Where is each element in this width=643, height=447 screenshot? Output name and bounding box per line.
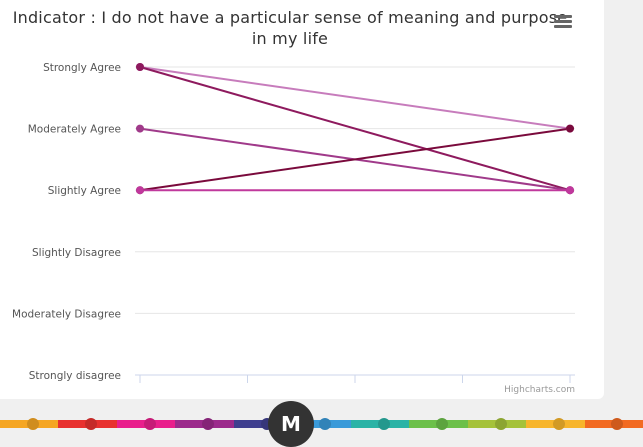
- footer-dot: [85, 418, 98, 430]
- footer-color-segment: [350, 418, 410, 430]
- y-tick-label: Moderately Disagree: [12, 308, 121, 320]
- series-point: [136, 124, 144, 133]
- footer-color-segment: [467, 418, 527, 430]
- series-point: [136, 186, 144, 195]
- line-chart: Strongly disagree Moderately Disagree Slig…: [12, 62, 575, 383]
- footer-dot: [202, 418, 215, 430]
- series-line: [139, 127, 571, 192]
- hamburger-icon-bar: [554, 25, 572, 28]
- footer-color-segment: [0, 418, 59, 430]
- chart-menu-button[interactable]: [553, 13, 573, 31]
- footer-color-bar: [0, 418, 643, 430]
- footer-color-segment: [409, 418, 468, 430]
- footer-dot: [143, 418, 156, 430]
- footer-color-segment: [116, 418, 176, 430]
- y-tick-label: Slightly Agree: [48, 185, 121, 197]
- footer-color-segment: [175, 418, 234, 430]
- series-line: [139, 66, 571, 192]
- footer-dot: [377, 418, 390, 430]
- chart-title: Indicator : I do not have a particular s…: [12, 8, 568, 48]
- series-points: [136, 63, 574, 195]
- hamburger-icon-bar: [554, 20, 572, 23]
- series-line: [139, 66, 571, 130]
- footer-dot: [436, 418, 449, 430]
- footer-color-segment: [58, 418, 117, 430]
- series-point: [136, 63, 144, 71]
- y-tick-label: Slightly Disagree: [32, 247, 121, 259]
- series-point: [566, 124, 574, 133]
- highcharts-credits[interactable]: Highcharts.com: [504, 385, 575, 395]
- axes: [135, 374, 575, 383]
- y-tick-label: Strongly Agree: [43, 62, 121, 74]
- footer-color-segment: [292, 418, 351, 430]
- chart-card: Indicator : I do not have a particular s…: [0, 0, 604, 399]
- logo-icon: M: [268, 401, 314, 447]
- series-point: [566, 186, 574, 195]
- hamburger-icon-bar: [554, 15, 572, 18]
- footer-color-segment: [526, 418, 585, 430]
- footer-dot: [26, 418, 39, 430]
- y-axis-labels: Strongly disagree Moderately Disagree Slig…: [12, 62, 121, 382]
- y-tick-label: Moderately Agree: [28, 124, 121, 136]
- footer-dot: [552, 418, 565, 430]
- footer-color-segment: [584, 418, 643, 430]
- y-tick-label: Strongly disagree: [29, 370, 121, 382]
- footer-dot: [494, 418, 507, 430]
- footer-dot: [319, 418, 332, 430]
- series-lines: [139, 66, 571, 192]
- footer-dot: [611, 418, 624, 430]
